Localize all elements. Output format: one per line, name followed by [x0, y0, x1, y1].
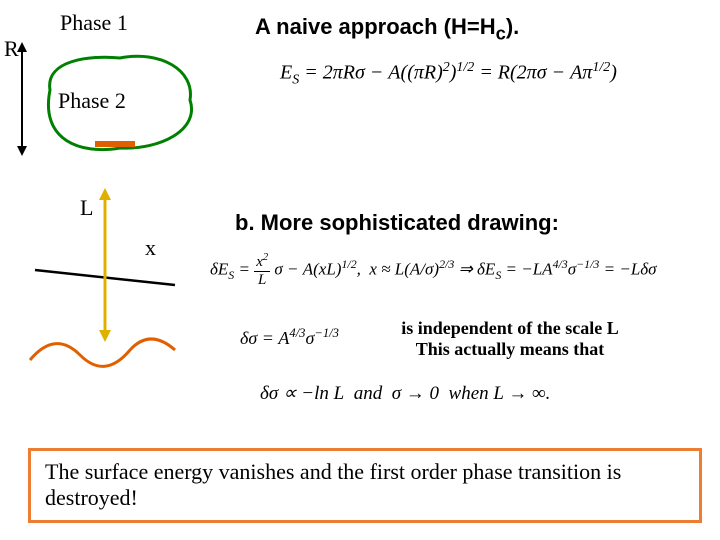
- title-sub: c: [496, 22, 506, 43]
- indep-line2: This actually means that: [345, 339, 675, 360]
- equation-2: δES = x2L σ − A(xL)1/2, x ≈ L(A/σ)2/3 ⇒ …: [210, 252, 657, 289]
- final-statement-box: The surface energy vanishes and the firs…: [28, 448, 702, 523]
- title-suffix: ).: [506, 14, 519, 39]
- independent-text: is independent of the scale L This actua…: [345, 318, 675, 360]
- equation-3: δσ = A4/3σ−1/3: [240, 326, 339, 349]
- section-b-title: b. More sophisticated drawing:: [235, 210, 559, 236]
- naive-approach-title: A naive approach (H=Hc).: [255, 14, 519, 44]
- equation-1: ES = 2πRσ − A((πR)2)1/2 = R(2πσ − Aπ1/2): [280, 60, 617, 89]
- sophisticated-drawing: [0, 0, 220, 400]
- indep-line1: is independent of the scale L: [345, 318, 675, 339]
- equation-4: δσ ∝ −ln L and σ → 0 when L → ∞.: [260, 382, 550, 405]
- title-prefix: A naive approach (H=H: [255, 14, 496, 39]
- final-statement-text: The surface energy vanishes and the firs…: [45, 459, 621, 510]
